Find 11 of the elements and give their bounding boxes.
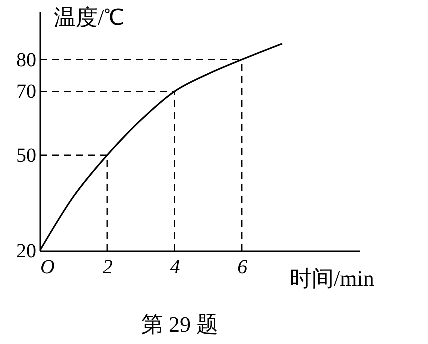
x-axis-title: 时间/min	[290, 266, 374, 291]
y-tick-label: 70	[16, 81, 36, 104]
y-tick-label: 20	[16, 240, 36, 262]
x-tick-label: 2	[102, 256, 113, 278]
x-tick-label: 6	[238, 256, 248, 278]
x-tick-label: 4	[170, 256, 180, 278]
y-tick-label: 80	[16, 49, 36, 72]
y-axis-title: 温度/℃	[54, 5, 124, 30]
text: 第 29 题	[142, 312, 218, 337]
y-tick-label: 50	[16, 144, 36, 167]
x-tick-label: O	[40, 256, 55, 278]
